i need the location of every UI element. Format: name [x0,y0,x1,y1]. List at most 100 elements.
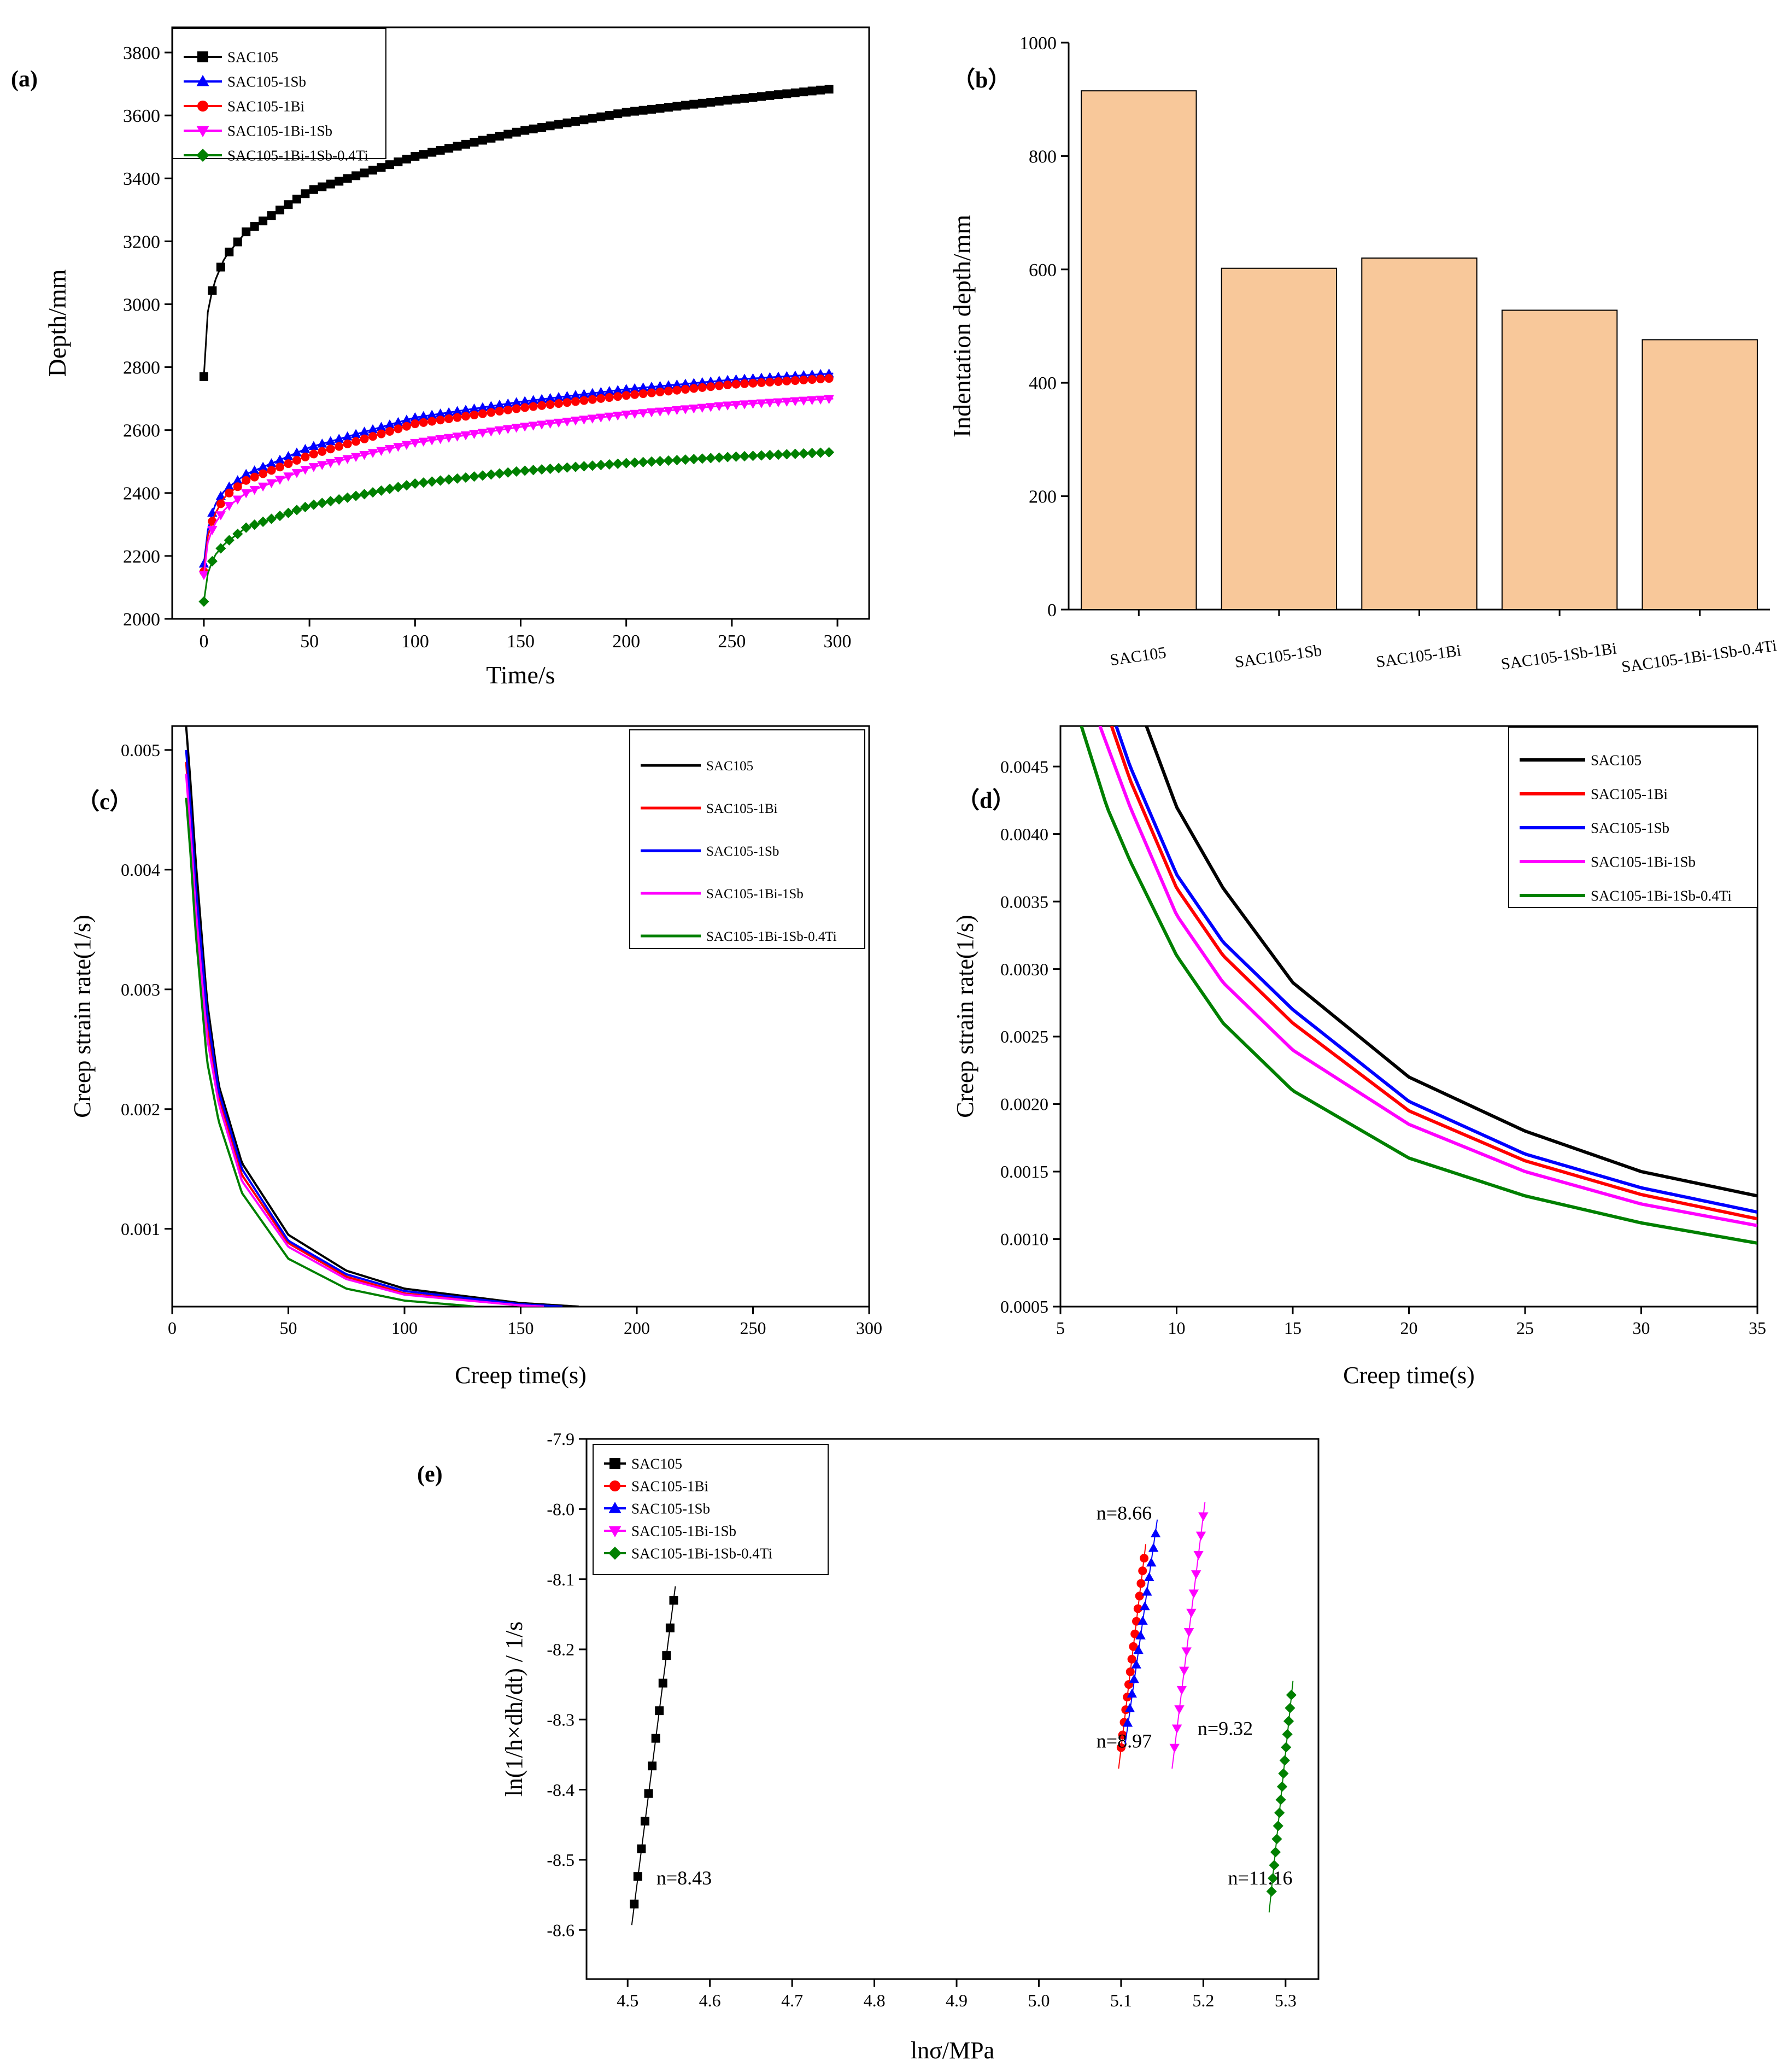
data-point [1183,1628,1194,1637]
data-point [317,438,327,448]
data-point [740,93,749,103]
data-point [444,414,454,423]
data-point [562,391,572,400]
data-point [644,1789,653,1798]
data-point [436,415,445,425]
legend-entry: SAC105-1Bi-1Sb [706,887,804,902]
x-tick-label: SAC105 [1109,643,1168,669]
data-point [1174,1705,1185,1714]
data-point [207,526,218,535]
data-point [662,1651,671,1660]
y-tick-label: 0 [1047,600,1057,621]
data-point [529,124,538,133]
data-point [435,475,446,486]
x-tick-label: SAC105-1Bi [1375,641,1462,671]
data-point [706,382,716,391]
data-point [1127,1654,1136,1664]
data-point [689,405,699,414]
data-point [460,405,471,414]
data-point [1193,1550,1204,1560]
legend-marker [196,75,209,86]
legend-entry: SAC105 [631,1455,682,1472]
data-point [664,103,673,112]
data-point [342,431,353,441]
legend-marker [608,1547,622,1560]
bar [1081,90,1197,610]
data-point [241,522,251,533]
data-point [706,403,716,412]
data-point [1138,1616,1148,1625]
data-point [571,116,580,126]
data-point [511,424,521,433]
data-point [274,454,285,464]
data-point [697,98,707,108]
data-point [384,444,395,454]
data-point [629,383,640,393]
data-point [629,409,640,419]
panel-label: （b） [952,67,1011,93]
data-point [401,441,412,450]
data-point [308,463,319,472]
panel-a: 0 50 100 150 200 250 300 2000 2200 2400 2600 2800 30… [11,26,870,689]
data-point [689,99,699,109]
data-point [427,417,437,426]
data-point [469,403,479,413]
data-point [613,109,623,119]
data-point [596,394,606,403]
data-point [350,453,361,463]
data-point [402,422,411,431]
data-point [570,461,581,472]
y-axis-label: Depth/mm [43,269,71,377]
data-point [646,408,657,418]
data-point [207,555,218,567]
data-point [756,450,767,461]
series-line [185,726,579,1307]
x-tick-label: 150 [508,1318,534,1338]
data-point [317,461,327,470]
data-point [747,450,759,461]
data-point [731,95,741,104]
legend-entry: SAC105-1Bi-1Sb-0.4Ti [631,1545,772,1561]
fit-annotation: n=8.43 [656,1867,712,1889]
series-line [185,762,556,1307]
x-tick-label: 5.1 [1110,1991,1132,2010]
data-point [368,432,378,441]
data-point [622,391,631,400]
data-point [816,374,825,384]
data-point [680,454,691,465]
data-point [1146,1557,1157,1567]
y-axis-label: Indentation depth/mm [948,215,976,438]
data-point [443,407,454,417]
data-point [1171,1724,1182,1734]
data-point [545,393,555,402]
data-point [1271,1834,1282,1845]
data-point [1124,1703,1135,1712]
data-point [519,465,530,476]
data-point [257,516,268,527]
y-tick-label: -8.5 [547,1850,574,1870]
data-point [536,420,547,430]
data-point [511,466,522,477]
legend-marker [197,101,208,112]
series-line [185,798,474,1307]
y-axis-label: Creep strain rate(1/s) [952,915,978,1117]
data-point [486,408,496,417]
data-point [460,472,471,483]
data-point [359,489,370,500]
data-point [1130,1629,1140,1638]
data-point [402,155,411,164]
data-point [689,384,699,393]
series-line [1080,726,1757,1245]
series-line [1145,726,1757,1198]
data-point [1140,1601,1150,1611]
x-tick-label: 300 [856,1318,882,1338]
data-point [714,452,725,463]
y-tick-label: 600 [1029,260,1057,280]
data-point [198,596,209,607]
data-point [773,398,784,407]
data-point [216,262,225,272]
data-point [259,216,268,226]
data-point [216,499,225,508]
data-point [765,377,775,387]
data-point [546,400,555,409]
